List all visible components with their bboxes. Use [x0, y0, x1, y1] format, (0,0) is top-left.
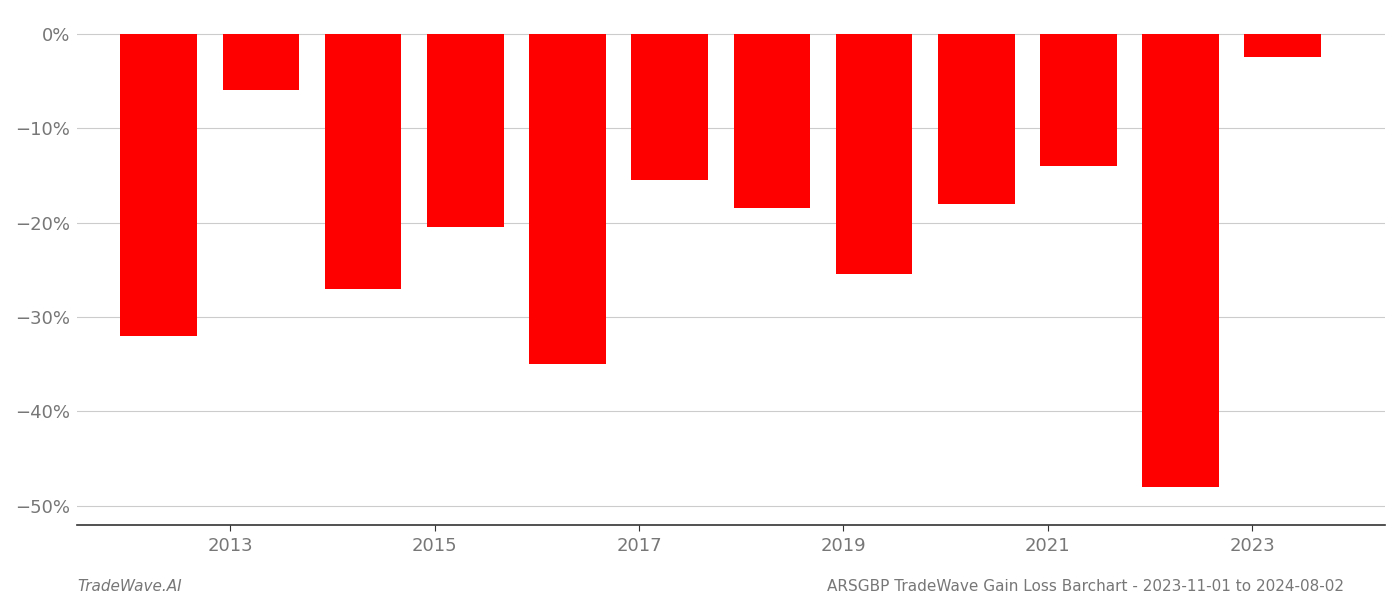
Bar [836, 34, 913, 274]
Bar [734, 34, 811, 208]
Bar [325, 34, 402, 289]
Bar [1040, 34, 1117, 166]
Bar [529, 34, 606, 364]
Text: TradeWave.AI: TradeWave.AI [77, 579, 182, 594]
Bar [223, 34, 300, 91]
Bar [938, 34, 1015, 204]
Bar [427, 34, 504, 227]
Bar [1142, 34, 1219, 487]
Bar [631, 34, 708, 180]
Bar [1245, 34, 1322, 58]
Text: ARSGBP TradeWave Gain Loss Barchart - 2023-11-01 to 2024-08-02: ARSGBP TradeWave Gain Loss Barchart - 20… [827, 579, 1344, 594]
Bar [120, 34, 197, 336]
